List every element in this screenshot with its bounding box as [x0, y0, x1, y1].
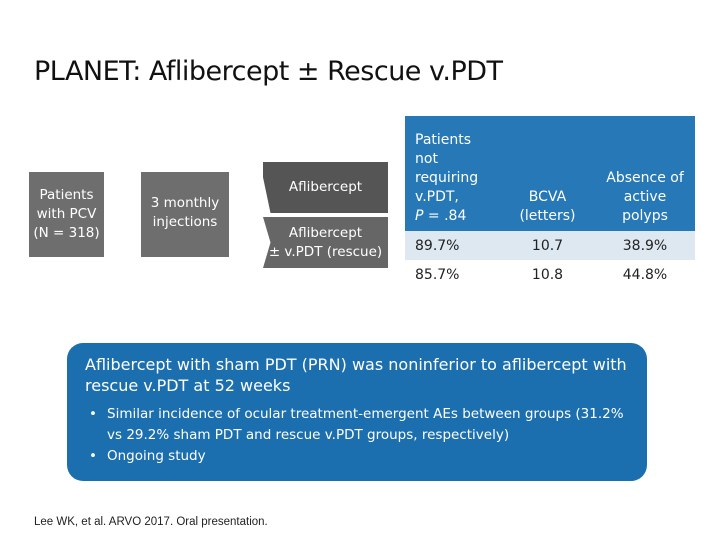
arm-rescue-line-2: ± v.PDT (rescue) [268, 243, 383, 260]
header-col1-stat-value: = .84 [423, 208, 467, 224]
injections-line-2: injections [152, 214, 218, 230]
table-header: Patients not requiring v.PDT, P = .84 BC… [405, 116, 695, 231]
header-absence-polyps: Absence of active polyps [595, 169, 695, 231]
patients-line-3: (N = 318) [33, 225, 100, 241]
injections-line-1: 3 monthly [150, 195, 220, 211]
header-bcva: BCVA (letters) [500, 188, 595, 231]
header-col3-line-2: active [623, 189, 667, 205]
cell-bcva: 10.8 [531, 266, 564, 283]
arm-aflibercept-rescue: Aflibercept ± v.PDT (rescue) [263, 217, 388, 268]
slide-title: PLANET: Aflibercept ± Rescue v.PDT [34, 56, 503, 87]
header-col2-line-1: BCVA [528, 189, 567, 205]
reference-citation: Lee WK, et al. ARVO 2017. Oral presentat… [34, 516, 268, 528]
cell-bcva: 10.7 [531, 237, 564, 254]
header-patients-not-requiring: Patients not requiring v.PDT, P = .84 [405, 131, 500, 231]
callout-lead: Aflibercept with sham PDT (PRN) was noni… [85, 355, 627, 395]
table-row: 89.7% 10.7 38.9% [405, 231, 695, 260]
results-table: Patients not requiring v.PDT, P = .84 BC… [405, 116, 695, 289]
patients-line-1: Patients [39, 187, 94, 203]
header-col1-stat-prefix: P [415, 208, 424, 224]
cell-patients-not-requiring: 89.7% [415, 237, 460, 254]
callout-bullets: Similar incidence of ocular treatment-em… [85, 404, 629, 467]
header-col1-line-1: Patients [415, 132, 472, 148]
header-col1-stat: P = .84 [415, 207, 500, 226]
cell-absence-polyps: 38.9% [622, 237, 668, 254]
callout-bullet: Ongoing study [89, 446, 629, 467]
header-col1-line-2: not [415, 151, 438, 167]
arm-aflibercept: Aflibercept [263, 162, 388, 213]
arm-rescue-line-1: Aflibercept [288, 224, 363, 241]
header-col3-line-3: polyps [622, 208, 668, 224]
injections-box: 3 monthly injections [141, 172, 229, 257]
callout-bullet: Similar incidence of ocular treatment-em… [89, 404, 629, 446]
header-col1-line-3: requiring [415, 170, 479, 186]
header-col1-line-4: v.PDT, [415, 189, 459, 205]
cell-absence-polyps: 44.8% [622, 266, 668, 283]
patients-box: Patients with PCV (N = 318) [29, 172, 104, 257]
arm-aflibercept-label: Aflibercept [288, 179, 363, 195]
header-col3-line-1: Absence of [606, 170, 684, 186]
table-row: 85.7% 10.8 44.8% [405, 260, 695, 289]
header-col2-line-2: (letters) [519, 208, 576, 224]
patients-line-2: with PCV [36, 206, 97, 222]
conclusion-callout: Aflibercept with sham PDT (PRN) was noni… [67, 343, 647, 481]
cell-patients-not-requiring: 85.7% [415, 266, 460, 283]
